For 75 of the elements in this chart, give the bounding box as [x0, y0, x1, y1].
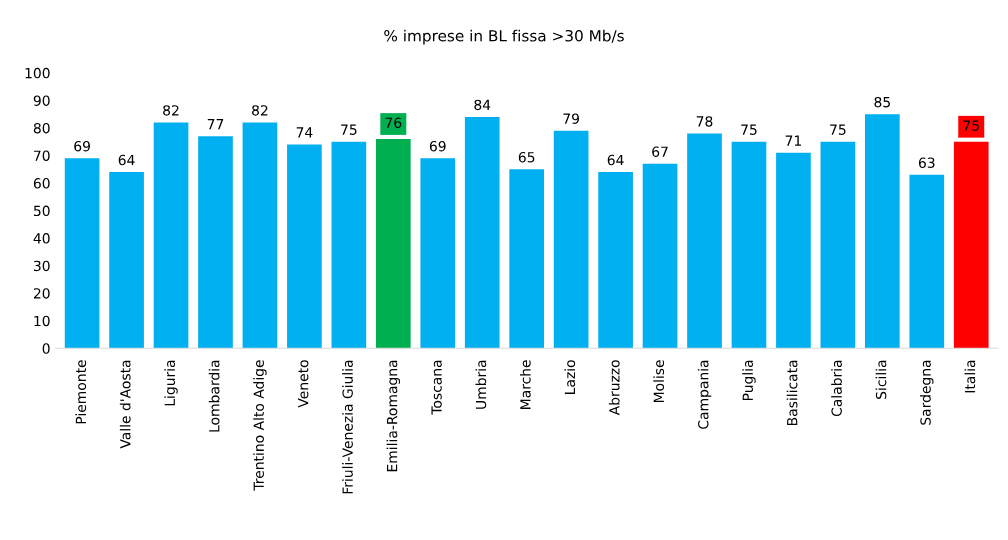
y-tick-label: 20 — [33, 288, 50, 299]
y-tick-label: 10 — [34, 315, 50, 327]
y-tick-label: 50 — [33, 205, 50, 217]
bar — [509, 169, 545, 349]
bar — [598, 172, 633, 349]
x-tick-label: Trentino Alto Adige — [253, 360, 267, 491]
x-tick-label: Molise — [653, 360, 665, 403]
data-label: 84 — [474, 99, 491, 111]
bar — [153, 122, 189, 349]
bar — [553, 130, 589, 349]
y-tick-label: 90 — [33, 95, 50, 106]
bar — [198, 136, 233, 349]
bar — [953, 141, 989, 349]
data-label: 85 — [874, 96, 890, 108]
bar — [820, 141, 856, 349]
x-tick-label: Italia — [964, 360, 976, 393]
data-label: 71 — [785, 135, 801, 146]
x-tick-label: Piemonte — [75, 360, 87, 424]
x-tick-label: Umbria — [475, 360, 487, 409]
x-tick-label: Sicilia — [875, 360, 887, 399]
x-tick-label: Lazio — [564, 360, 576, 394]
bar — [731, 141, 767, 349]
bar — [242, 122, 278, 349]
bar — [776, 152, 811, 349]
x-tick-label: Emilia-Romagna — [386, 360, 401, 472]
bar — [109, 172, 144, 349]
data-label: 75 — [341, 124, 357, 135]
x-tick-label: Valle d'Aosta — [119, 360, 131, 449]
bar — [64, 158, 100, 349]
data-label: 76 — [385, 117, 402, 129]
data-label: 65 — [518, 151, 535, 163]
data-label: 75 — [830, 124, 846, 135]
data-label: 78 — [696, 116, 713, 127]
bar — [909, 174, 945, 349]
data-label: 82 — [163, 105, 179, 116]
bar — [331, 141, 367, 349]
y-tick-label: 70 — [34, 150, 50, 161]
data-label: 82 — [252, 105, 268, 116]
data-label: 74 — [296, 127, 313, 138]
x-tick-label: Basilicata — [786, 360, 798, 425]
x-tick-label: Toscana — [431, 360, 442, 415]
data-label: 64 — [607, 154, 624, 166]
y-tick-label: 80 — [33, 122, 50, 134]
data-label: 63 — [918, 157, 935, 168]
x-tick-label: Calabria — [831, 360, 842, 417]
y-tick-label: 100 — [25, 67, 50, 79]
bar — [864, 114, 900, 349]
data-label: 64 — [118, 154, 135, 166]
y-tick-label: 40 — [33, 233, 50, 244]
data-label: 75 — [963, 120, 979, 131]
bar — [287, 144, 322, 349]
data-label: 77 — [207, 119, 224, 130]
data-label: 69 — [74, 140, 90, 152]
x-tick-label: Abruzzo — [608, 360, 620, 416]
bar — [687, 133, 722, 349]
x-tick-label: Veneto — [298, 360, 309, 408]
bar — [642, 163, 678, 349]
bar — [464, 116, 500, 349]
data-label: 75 — [741, 124, 757, 135]
bar — [375, 139, 411, 349]
data-label: 79 — [563, 113, 579, 124]
x-tick-label: Friuli-Venezia Giulia — [342, 360, 353, 494]
x-tick-label: Puglia — [742, 360, 756, 401]
x-tick-label: Lombardia — [208, 360, 220, 432]
chart-title: % imprese in BL fissa >30 Mb/s — [384, 29, 624, 45]
x-tick-label: Campania — [697, 360, 712, 429]
y-tick-label: 0 — [42, 343, 50, 354]
bar — [420, 158, 456, 349]
data-label: 69 — [429, 140, 446, 152]
y-tick-label: 60 — [33, 178, 50, 189]
x-tick-label: Marche — [519, 360, 531, 409]
y-tick-label: 30 — [33, 260, 50, 272]
x-tick-label: Sardegna — [920, 360, 934, 425]
x-tick-label: Liguria — [164, 360, 178, 406]
data-label: 67 — [652, 146, 668, 157]
